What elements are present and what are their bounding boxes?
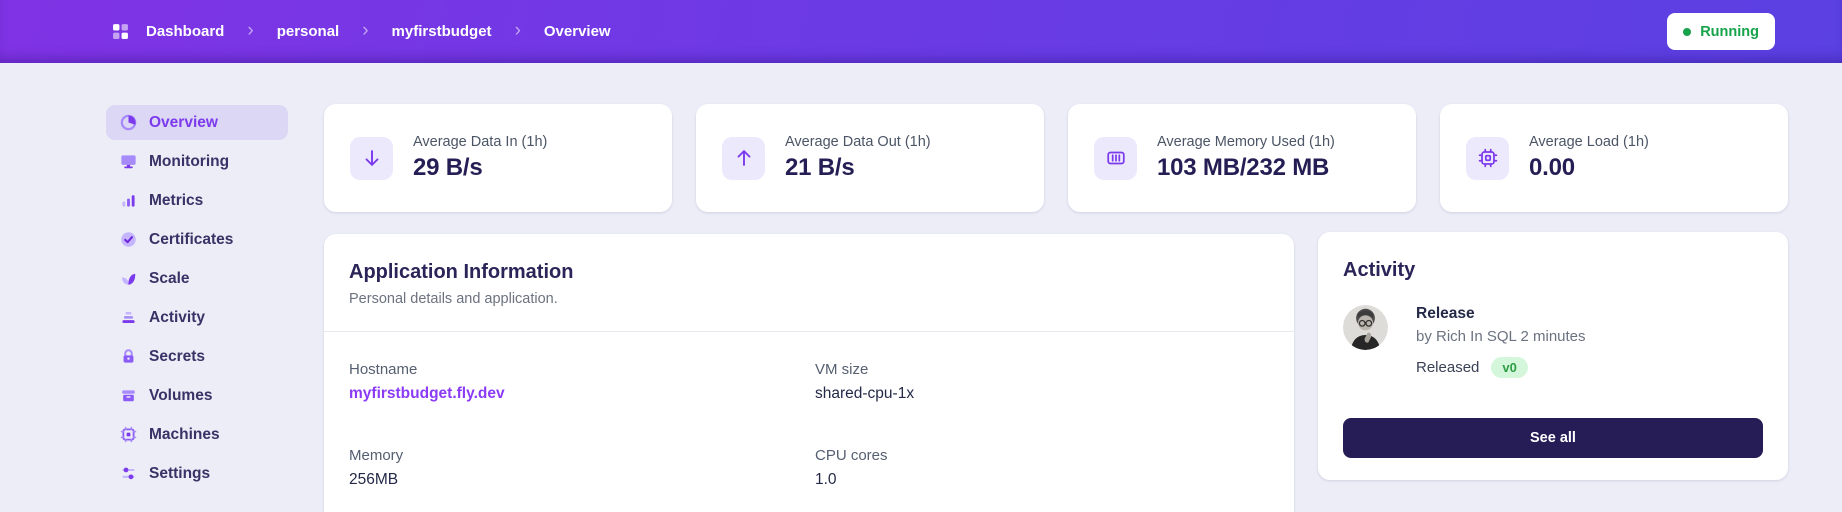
field-label: Memory xyxy=(349,447,404,464)
certificates-icon xyxy=(119,230,138,249)
secrets-icon xyxy=(119,347,138,366)
event-title: Release xyxy=(1416,305,1475,322)
dashboard-grid-icon xyxy=(112,23,129,40)
sidebar-item-label: Activity xyxy=(149,308,205,326)
sidebar-item-label: Machines xyxy=(149,425,220,443)
avatar[interactable] xyxy=(1343,305,1388,350)
application-information-card: Application Information Personal details… xyxy=(324,234,1294,512)
field-vm-size: VM size shared-cpu-1x xyxy=(815,361,1269,403)
sidebar-item-metrics[interactable]: Metrics xyxy=(106,183,288,218)
settings-icon xyxy=(119,464,138,483)
event-status-label: Released xyxy=(1416,359,1480,376)
breadcrumb: Dashboard › personal › myfirstbudget › O… xyxy=(112,20,611,41)
status-badge[interactable]: Running xyxy=(1667,13,1775,50)
breadcrumb-org[interactable]: personal xyxy=(276,23,340,40)
stat-card-load: Average Load (1h) 0.00 xyxy=(1440,104,1788,212)
sidebar-item-label: Volumes xyxy=(149,386,213,404)
memory-icon xyxy=(1094,136,1137,180)
field-label: CPU cores xyxy=(815,447,888,464)
activity-card: Activity xyxy=(1318,232,1788,480)
stat-text: Average Data Out (1h) 21 B/s xyxy=(785,134,931,182)
sidebar-item-label: Metrics xyxy=(149,191,204,209)
volumes-icon xyxy=(119,386,138,405)
metrics-icon xyxy=(119,191,138,210)
field-value: 256MB xyxy=(349,471,399,488)
application-information-title: Application Information xyxy=(349,261,574,283)
stat-value: 29 B/s xyxy=(413,154,483,181)
activity-icon xyxy=(119,308,138,327)
activity-event: Release by Rich In SQL 2 minutes Release… xyxy=(1343,305,1763,378)
stat-text: Average Data In (1h) 29 B/s xyxy=(413,134,547,182)
field-value: shared-cpu-1x xyxy=(815,385,915,402)
sidebar-item-label: Settings xyxy=(149,464,211,482)
sidebar-item-activity[interactable]: Activity xyxy=(106,300,288,335)
arrow-up-icon xyxy=(722,136,765,180)
arrow-down-icon xyxy=(350,136,393,180)
stat-label: Average Load (1h) xyxy=(1529,134,1649,150)
stat-card-data-in: Average Data In (1h) 29 B/s xyxy=(324,104,672,212)
breadcrumb-overview[interactable]: Overview xyxy=(543,23,611,40)
sidebar-item-machines[interactable]: Machines xyxy=(106,417,288,452)
field-hostname: Hostname myfirstbudget.fly.dev xyxy=(349,361,815,403)
sidebar: Overview Monitoring Metrics xyxy=(106,105,288,491)
application-information-subtitle: Personal details and application. xyxy=(349,291,558,307)
running-dot-icon xyxy=(1683,27,1692,36)
event-byline: by Rich In SQL 2 minutes xyxy=(1416,328,1586,345)
field-label: Hostname xyxy=(349,361,418,378)
event-status: Released v0 xyxy=(1416,357,1586,378)
field-value: 1.0 xyxy=(815,471,837,488)
sidebar-item-overview[interactable]: Overview xyxy=(106,105,288,140)
event-body: Release by Rich In SQL 2 minutes Release… xyxy=(1416,305,1586,378)
page-background: Overview Monitoring Metrics xyxy=(0,63,1842,512)
stat-label: Average Data In (1h) xyxy=(413,134,548,150)
field-cpu-cores: CPU cores 1.0 xyxy=(815,447,1269,489)
cpu-icon xyxy=(1466,136,1509,180)
sidebar-item-scale[interactable]: Scale xyxy=(106,261,288,296)
stat-value: 21 B/s xyxy=(785,154,855,181)
overview-icon xyxy=(119,113,138,132)
sidebar-item-label: Scale xyxy=(149,269,190,287)
field-label: VM size xyxy=(815,361,869,378)
sidebar-item-volumes[interactable]: Volumes xyxy=(106,378,288,413)
monitoring-icon xyxy=(119,152,138,171)
stat-text: Average Load (1h) 0.00 xyxy=(1529,134,1649,182)
stat-card-data-out: Average Data Out (1h) 21 B/s xyxy=(696,104,1044,212)
stat-card-memory: Average Memory Used (1h) 103 MB/232 MB xyxy=(1068,104,1416,212)
stat-text: Average Memory Used (1h) 103 MB/232 MB xyxy=(1157,134,1335,182)
sidebar-item-secrets[interactable]: Secrets xyxy=(106,339,288,374)
breadcrumb-dashboard[interactable]: Dashboard xyxy=(146,23,225,40)
sidebar-item-certificates[interactable]: Certificates xyxy=(106,222,288,257)
stat-value: 103 MB/232 MB xyxy=(1157,154,1330,181)
stat-label: Average Memory Used (1h) xyxy=(1157,134,1335,150)
stats-row: Average Data In (1h) 29 B/s Average Data… xyxy=(324,104,1788,212)
top-navbar: Dashboard › personal › myfirstbudget › O… xyxy=(0,0,1842,63)
chevron-right-icon: › xyxy=(514,20,521,41)
field-memory: Memory 256MB xyxy=(349,447,815,489)
machines-icon xyxy=(119,425,138,444)
sidebar-item-settings[interactable]: Settings xyxy=(106,456,288,491)
application-fields: Hostname myfirstbudget.fly.dev VM size s… xyxy=(324,361,1294,489)
chevron-right-icon: › xyxy=(362,20,369,41)
sidebar-item-label: Certificates xyxy=(149,230,234,248)
sidebar-item-label: Secrets xyxy=(149,347,206,365)
status-badge-label: Running xyxy=(1700,23,1759,40)
sidebar-item-label: Overview xyxy=(149,113,218,131)
scale-icon xyxy=(119,269,138,288)
sidebar-item-label: Monitoring xyxy=(149,152,230,170)
divider xyxy=(324,331,1294,332)
activity-title: Activity xyxy=(1343,259,1416,281)
stat-value: 0.00 xyxy=(1529,154,1575,181)
see-all-button[interactable]: See all xyxy=(1343,418,1763,458)
sidebar-item-monitoring[interactable]: Monitoring xyxy=(106,144,288,179)
breadcrumb-app[interactable]: myfirstbudget xyxy=(391,23,492,40)
version-badge[interactable]: v0 xyxy=(1491,357,1528,378)
hostname-link[interactable]: myfirstbudget.fly.dev xyxy=(349,385,505,402)
chevron-right-icon: › xyxy=(247,20,254,41)
stat-label: Average Data Out (1h) xyxy=(785,134,931,150)
